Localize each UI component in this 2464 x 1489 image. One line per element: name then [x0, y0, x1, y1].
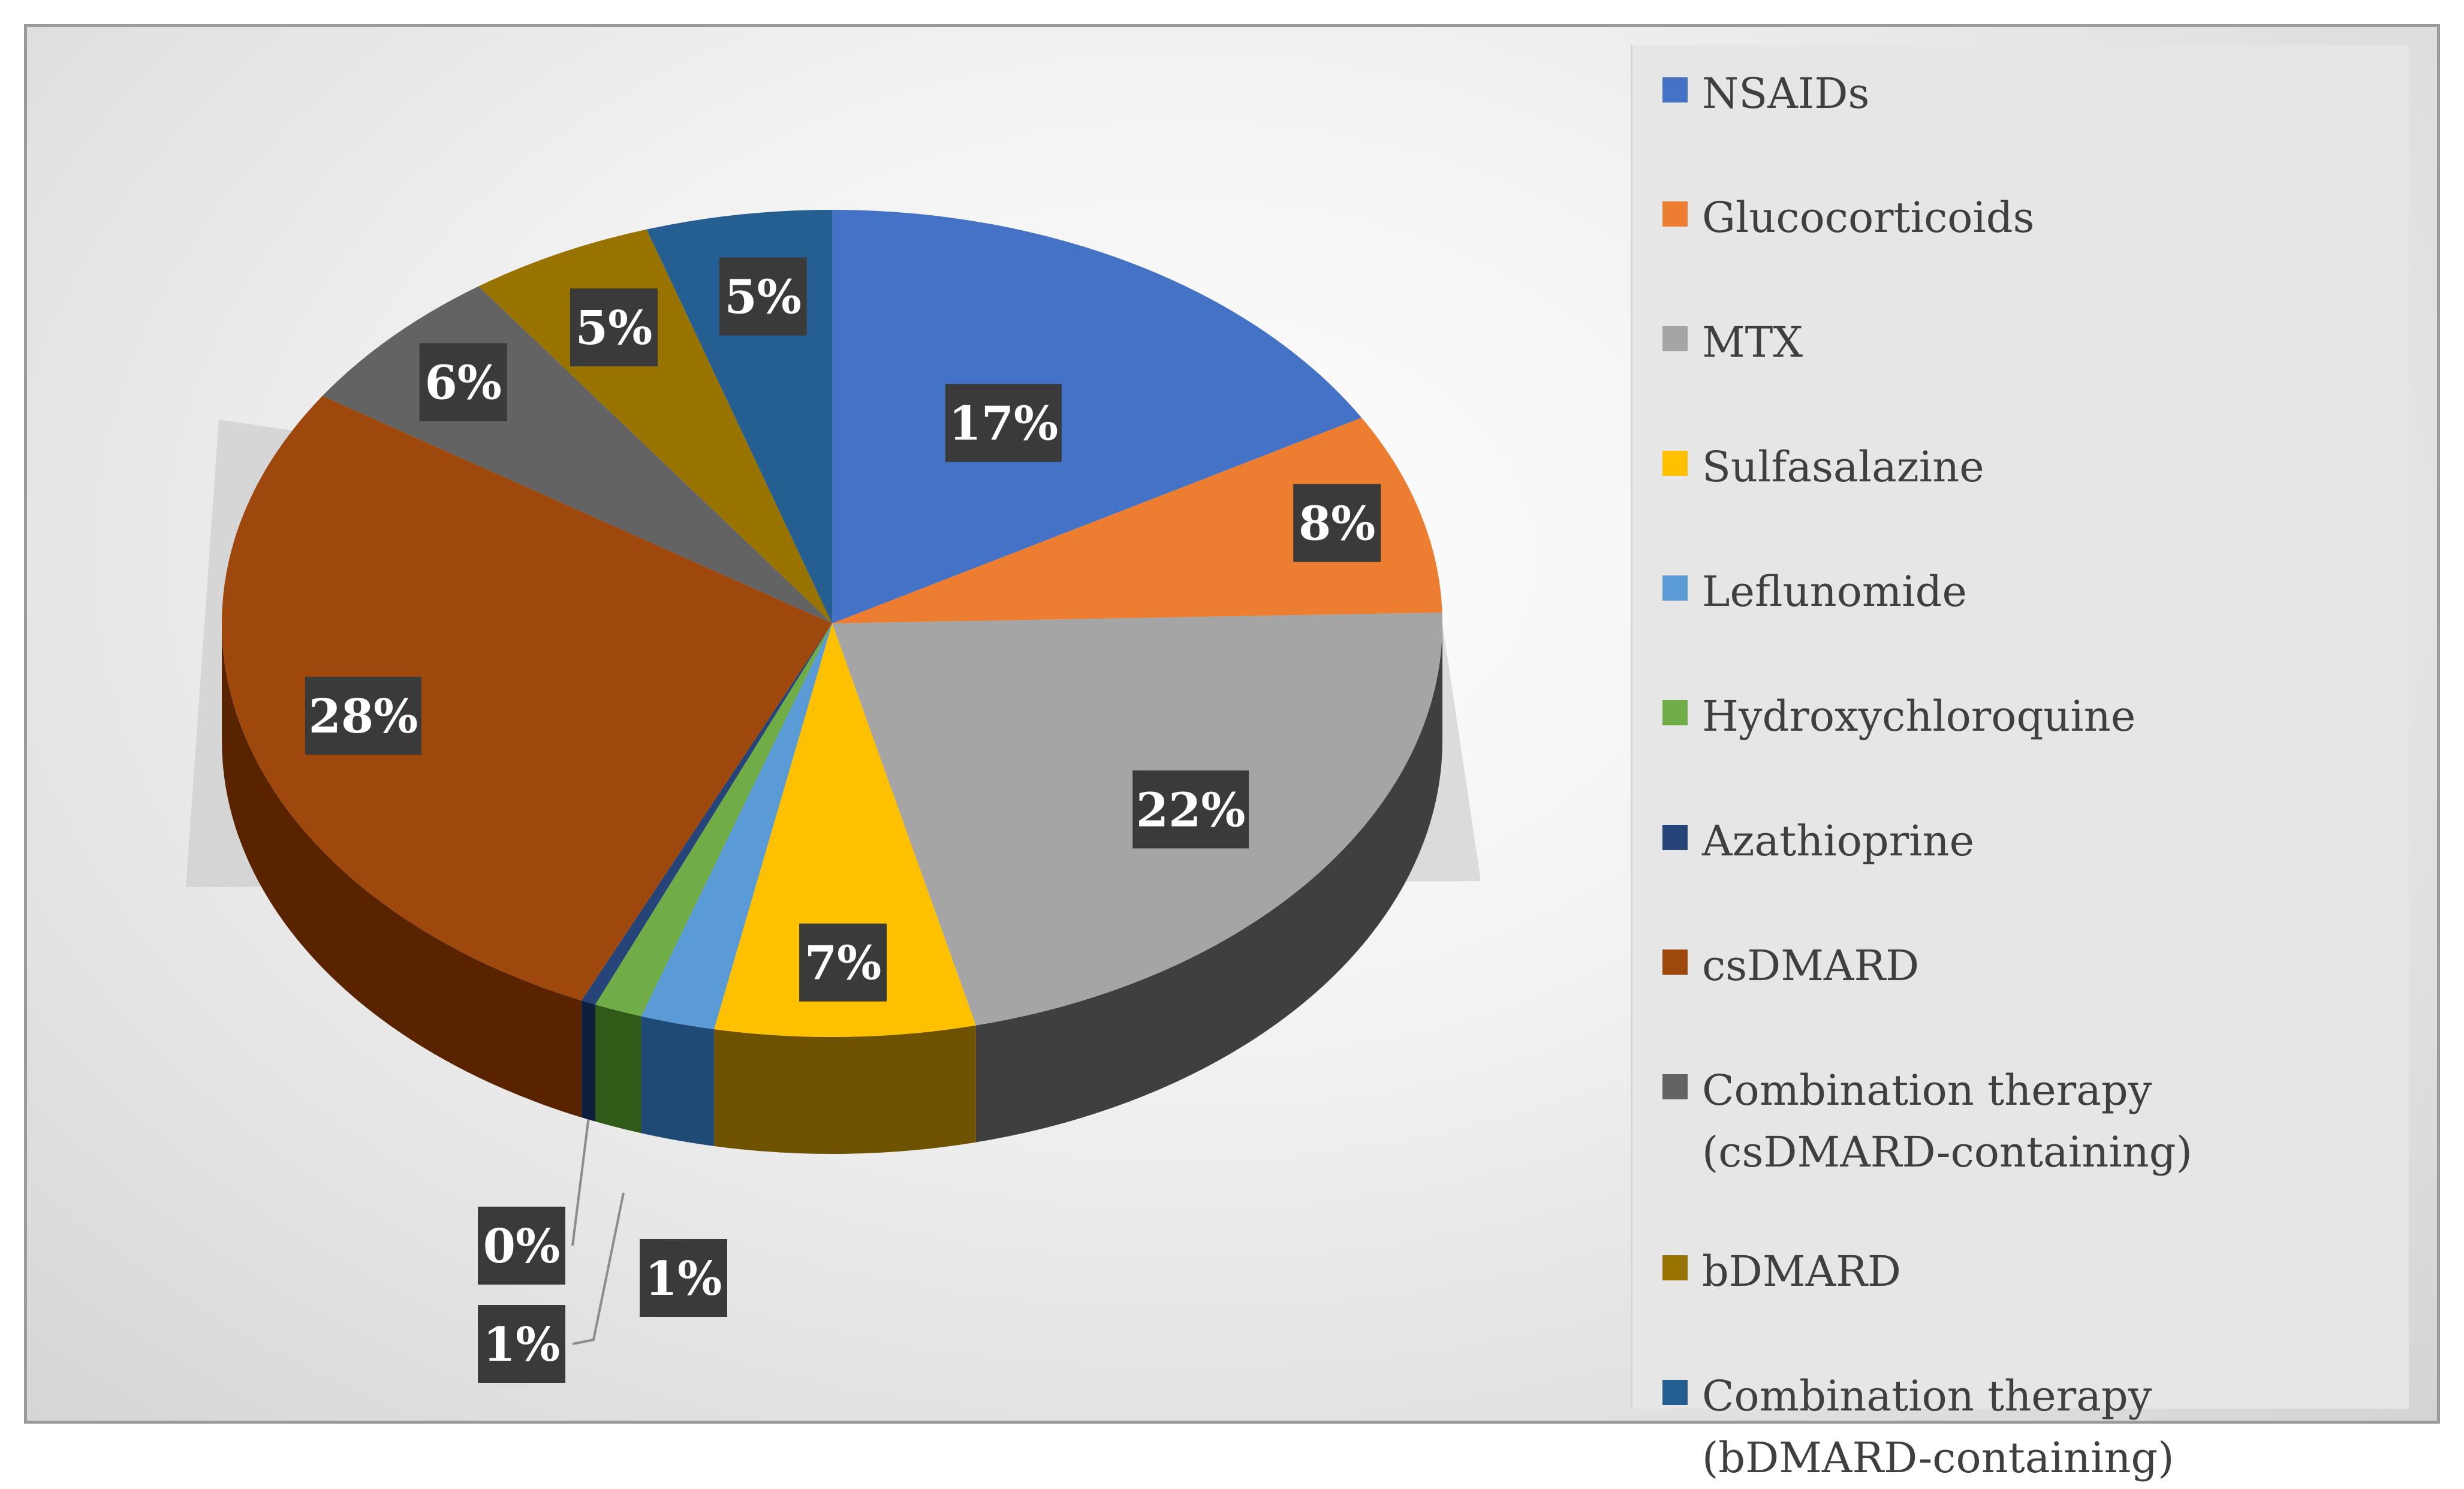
data-label-text: 1% [483, 1318, 560, 1372]
data-label-box [478, 1305, 565, 1383]
legend-label: MTX [1702, 318, 1803, 367]
legend-swatch [1662, 1255, 1688, 1280]
data-label-text: 6% [424, 356, 501, 411]
legend-label: NSAIDs [1702, 69, 1870, 118]
pie-slice-hydroxychloroquine [595, 623, 832, 1017]
legend-label: Glucocorticoids [1702, 193, 2035, 242]
legend-label: Sulfasalazine [1702, 442, 1984, 492]
legend-swatch [1662, 700, 1688, 725]
pie-slice-leflunomide [641, 623, 832, 1029]
data-label-text: 28% [309, 689, 418, 744]
pie-sides [221, 623, 1442, 1155]
legend-label: bDMARD [1702, 1247, 1901, 1296]
legend-swatch [1662, 326, 1688, 351]
legend-label: Leflunomide [1702, 567, 1967, 616]
pie-slice-sulfasalazine [714, 623, 976, 1037]
pie-side-sulfasalazine [714, 1025, 976, 1155]
legend-swatch [1662, 1074, 1688, 1099]
legend-label: Azathioprine [1702, 816, 1975, 866]
legend-swatch [1662, 825, 1688, 850]
data-label-box [419, 343, 507, 421]
pie-side-azathioprine [581, 1000, 595, 1122]
legend: NSAIDs Glucocorticoids MTX Sulfasalazine Lef… [1631, 45, 2409, 1482]
data-label-text: 7% [805, 936, 881, 991]
legend-label: Combination therapy (bDMARD-containing) [1702, 1372, 2174, 1482]
data-label-text: 5% [725, 270, 802, 325]
data-label-mtx: 22% [1132, 770, 1249, 849]
data-label-nsaids: 17% [945, 384, 1062, 462]
data-label-box [799, 923, 887, 1002]
pie-chart: 17% 8% 22% 7% 1% 1% 0% 28% 6% 5% 5% [186, 210, 1481, 1383]
data-label-text: 1% [645, 1252, 722, 1306]
data-label-box [305, 676, 421, 755]
legend-label: Combination therapy (csDMARD-containing) [1702, 1066, 2192, 1177]
pie-side-leflunomide [641, 1016, 715, 1146]
pie-side-csdmard [221, 623, 582, 1118]
data-label-box [1132, 770, 1249, 849]
leader-lines [571, 1119, 625, 1345]
pie-tops [221, 210, 1442, 1037]
legend-swatch [1662, 77, 1688, 103]
data-label-combination-therapy-bdmard-containing: 5% [719, 257, 807, 336]
pie-slice-bdmard [478, 229, 832, 623]
data-label-bdmard: 5% [570, 288, 658, 367]
data-label-box [945, 384, 1062, 462]
pie-slice-csdmard [221, 396, 832, 1001]
data-label-leflunomide: 1% [640, 1239, 727, 1317]
data-label-text: 17% [948, 397, 1058, 451]
data-label-text: 5% [576, 301, 652, 355]
data-label-box [1293, 484, 1381, 562]
pie-side-mtx [975, 623, 1442, 1143]
data-label-glucocorticoids: 8% [1293, 484, 1381, 562]
pie-slice-azathioprine [581, 623, 832, 1005]
legend-swatch [1662, 950, 1688, 975]
data-label-azathioprine: 0% [478, 1207, 565, 1285]
legend-label: csDMARD [1702, 941, 1920, 990]
data-label-csdmard: 28% [305, 676, 421, 755]
legend-swatch [1662, 201, 1688, 227]
legend-swatch [1662, 575, 1688, 601]
legend-swatch [1662, 451, 1688, 476]
data-label-box [640, 1239, 727, 1317]
data-label-text: 0% [483, 1219, 560, 1274]
data-label-text: 8% [1299, 496, 1375, 551]
pie-labels: 17% 8% 22% 7% 1% 1% 0% 28% 6% 5% 5% [305, 257, 1381, 1383]
pie-slice-glucocorticoids [832, 417, 1442, 623]
leader-line-azathioprine [571, 1119, 590, 1246]
leader-line-hydroxychloroquine [572, 1192, 625, 1345]
data-label-sulfasalazine: 7% [799, 923, 887, 1002]
data-label-combination-therapy-csdmard-containing: 6% [419, 343, 507, 421]
pie-slice-nsaids [832, 210, 1362, 623]
legend-label: Hydroxychloroquine [1702, 692, 2136, 741]
pie-side-hydroxychloroquine [595, 1004, 641, 1134]
data-label-text: 22% [1136, 783, 1246, 837]
legend-swatch [1662, 1380, 1688, 1405]
data-label-box [570, 288, 658, 367]
data-label-box [478, 1207, 565, 1285]
data-label-hydroxychloroquine: 1% [478, 1305, 565, 1383]
data-label-box [719, 257, 807, 336]
